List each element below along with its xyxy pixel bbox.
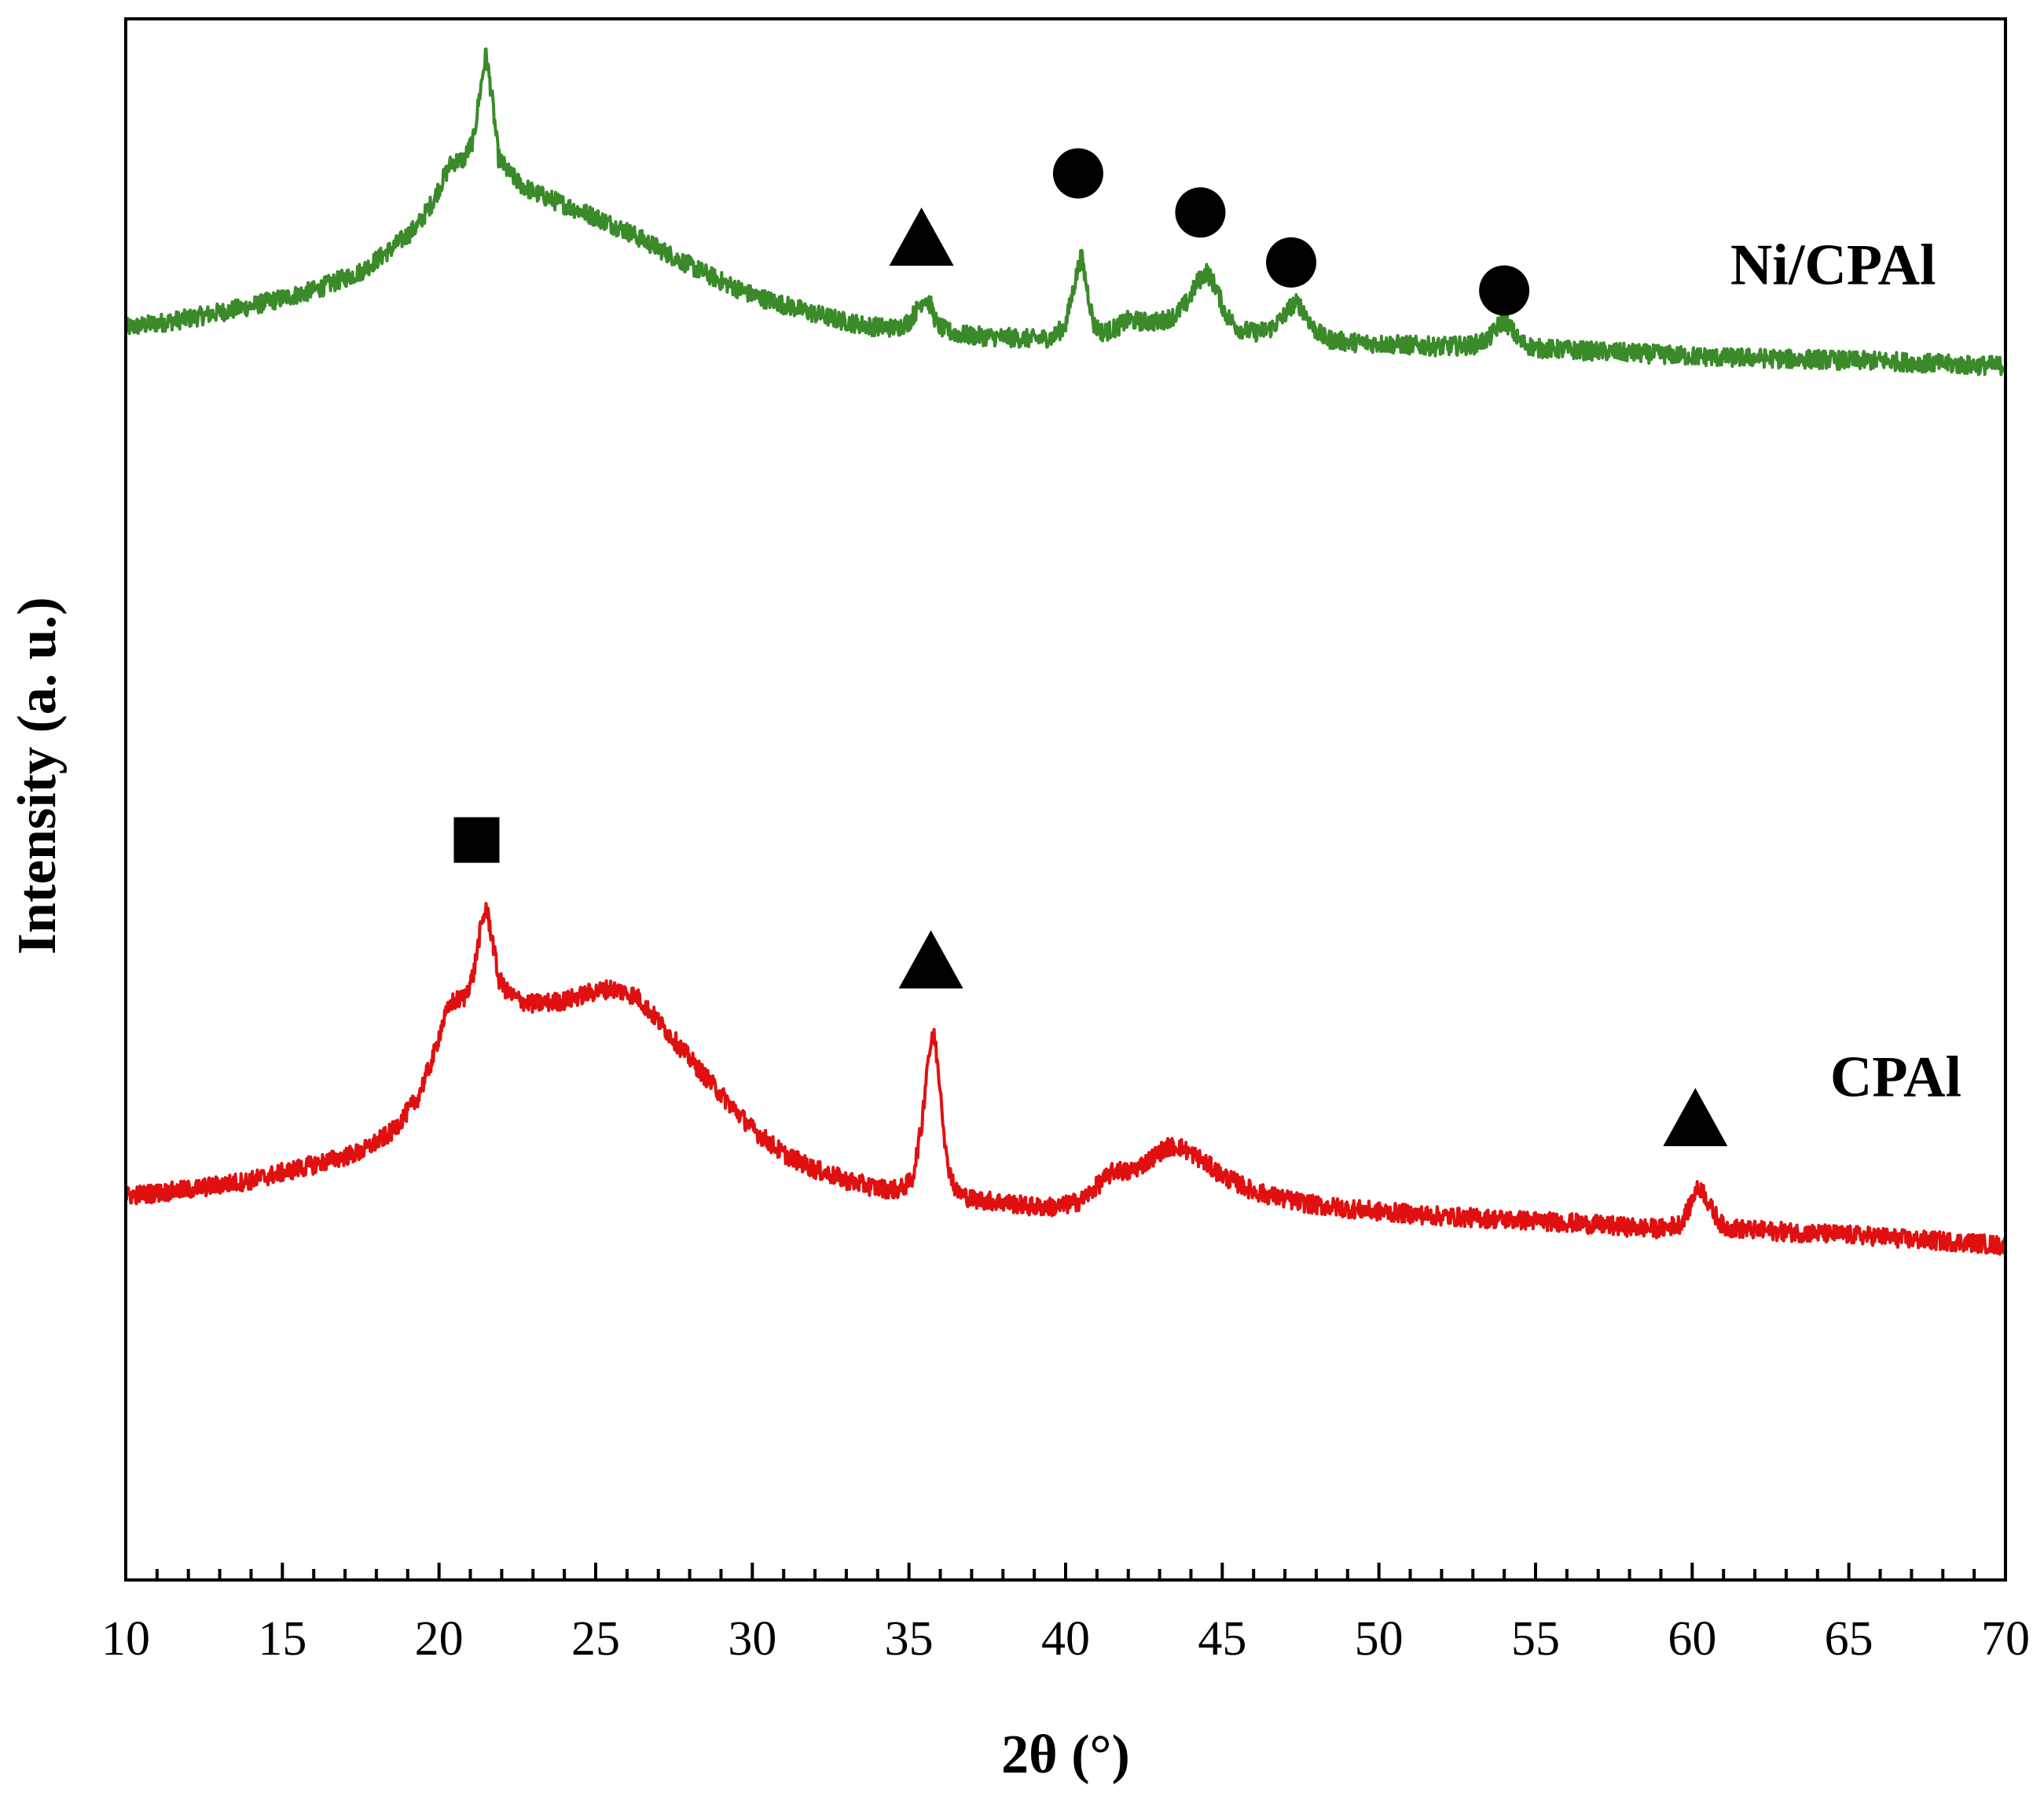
x-axis-title: 2θ (°) [1001, 1725, 1130, 1785]
peak-marker-layer [453, 148, 1728, 1147]
peak-marker-triangle [1663, 1088, 1728, 1147]
x-tick-label: 65 [1825, 1612, 1873, 1666]
peak-marker-circle [1266, 237, 1317, 288]
x-tick-label: 60 [1668, 1612, 1716, 1666]
series-line-cpal [124, 902, 2007, 1256]
x-tick-label: 45 [1198, 1612, 1246, 1666]
series-layer [124, 47, 2007, 1256]
x-tick-label: 25 [571, 1612, 620, 1666]
x-tick-label: 55 [1511, 1612, 1560, 1666]
x-tick-label: 20 [415, 1612, 464, 1666]
peak-marker-circle [1479, 265, 1530, 316]
x-tick-label: 35 [885, 1612, 934, 1666]
x-tick-label: 15 [258, 1612, 306, 1666]
x-tick-label: 10 [101, 1612, 150, 1666]
peak-marker-square [453, 817, 500, 863]
peak-marker-circle [1052, 148, 1103, 199]
x-tick-label: 70 [1981, 1612, 2030, 1666]
x-axis-tick-labels: 10 15 20 25 30 35 40 45 50 55 60 65 70 [101, 1612, 2030, 1666]
peak-marker-triangle [898, 930, 963, 989]
series-label-cpal: CPAl [1830, 1045, 1961, 1109]
series-line-ni-cpal [124, 47, 2007, 377]
x-axis-ticks [124, 1563, 2007, 1580]
series-label-ni-cpal: Ni/CPAl [1730, 233, 1936, 298]
x-tick-label: 40 [1041, 1612, 1090, 1666]
x-tick-label: 30 [728, 1612, 776, 1666]
peak-marker-circle [1175, 187, 1226, 238]
peak-marker-triangle [889, 208, 954, 266]
x-tick-label: 50 [1355, 1612, 1404, 1666]
y-axis-title: Intensity (a. u.) [7, 597, 68, 954]
